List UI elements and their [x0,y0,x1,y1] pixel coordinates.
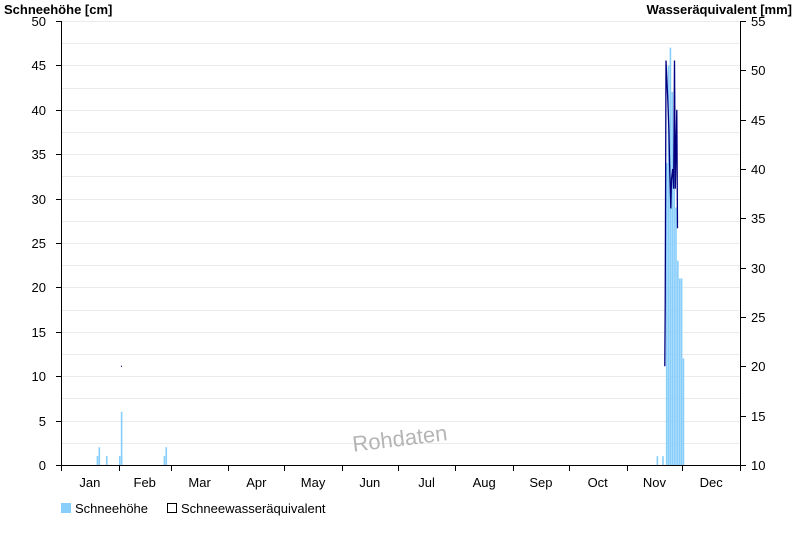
water-equivalent-path [664,60,679,367]
water-equivalent-line [120,60,679,367]
month-label: Apr [246,475,267,490]
left-tick-label: 0 [39,458,46,473]
left-axis-ticks: 0 5 10 15 20 25 30 35 40 45 50 [32,14,61,473]
right-tick-label: 45 [751,113,765,128]
snow-depth-bar [118,456,121,465]
left-tick-label: 40 [32,103,46,118]
snow-depth-bar [678,278,681,465]
month-label: Nov [643,475,667,490]
snow-depth-bar [98,447,101,465]
snow-depth-bar [165,447,168,465]
month-axis: Jan Feb Mar Apr May Jun Jul Aug Sep Oct Nov Dec [61,465,741,490]
right-tick-label: 10 [751,458,765,473]
right-tick-label: 40 [751,162,765,177]
snow-depth-bar [120,411,123,465]
right-axis-title: Wasseräquivalent [mm] [647,2,792,17]
left-tick-label: 15 [32,325,46,340]
right-tick-label: 55 [751,14,765,29]
legend-swatch-water-equivalent [167,503,177,513]
right-tick-label: 25 [751,310,765,325]
month-label: Aug [473,475,496,490]
month-label: Oct [588,475,609,490]
month-label: Mar [188,475,211,490]
month-label: Jan [79,475,100,490]
legend: Schneehöhe Schneewasseräquivalent [61,501,326,516]
watermark-text: Rohdaten [351,420,449,456]
right-axis-ticks: 10 15 20 25 30 35 40 45 50 55 [741,14,765,473]
snow-depth-bar [656,456,659,465]
legend-label-water-equivalent: Schneewasseräquivalent [181,501,326,516]
snow-depth-bar [669,47,672,465]
month-label: Jun [359,475,380,490]
snow-depth-bars [96,47,685,466]
right-tick-label: 50 [751,63,765,78]
right-tick-label: 20 [751,359,765,374]
snow-depth-bar [680,278,683,465]
month-label: Jul [418,475,435,490]
left-tick-label: 20 [32,280,46,295]
left-tick-label: 5 [39,414,46,429]
right-tick-label: 30 [751,261,765,276]
legend-label-snow-depth: Schneehöhe [75,501,148,516]
left-tick-label: 50 [32,14,46,29]
left-tick-label: 10 [32,369,46,384]
month-label: May [301,475,326,490]
snow-depth-bar [673,154,675,465]
snow-depth-bar [105,456,108,465]
month-label: Dec [700,475,724,490]
left-tick-label: 35 [32,147,46,162]
month-label: Feb [134,475,156,490]
snow-depth-bar [675,207,677,466]
left-tick-label: 45 [32,58,46,73]
left-axis-title: Schneehöhe [cm] [4,2,112,17]
month-label: Sep [529,475,552,490]
snow-depth-bar [667,65,670,466]
snow-depth-bar [163,456,166,465]
left-tick-label: 30 [32,192,46,207]
snow-depth-bar [682,358,685,465]
snow-depth-bar [671,92,674,465]
left-tick-label: 25 [32,236,46,251]
right-tick-label: 15 [751,409,765,424]
snow-depth-bar [665,163,668,465]
grid-lines [61,21,740,444]
legend-swatch-snow-depth [61,503,71,513]
snow-depth-bar [662,456,664,465]
right-tick-label: 35 [751,211,765,226]
snow-depth-bar [677,260,679,465]
snow-depth-bar [96,456,99,465]
